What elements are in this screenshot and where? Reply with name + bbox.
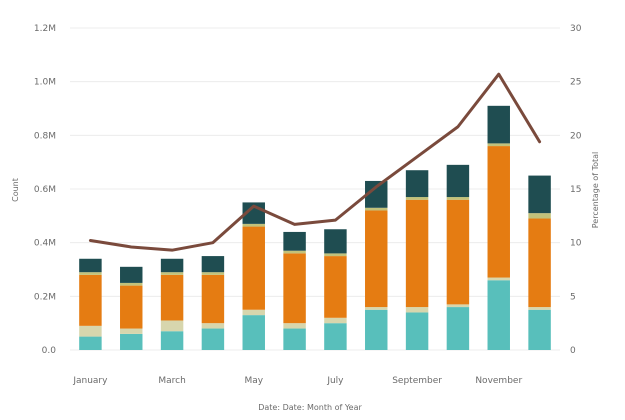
bar-segment bbox=[446, 164, 470, 198]
gridlines bbox=[70, 27, 560, 351]
bar-segment bbox=[283, 253, 306, 324]
bar-segment bbox=[324, 256, 347, 318]
bar-segment bbox=[160, 258, 184, 273]
bar-segment bbox=[120, 285, 143, 329]
x-tick-label: July bbox=[326, 376, 344, 386]
bar-segment bbox=[160, 274, 184, 321]
bar-segment bbox=[120, 282, 143, 286]
bar-segment bbox=[324, 229, 347, 254]
x-tick-label: March bbox=[158, 376, 185, 386]
y-tick-label-right: 5 bbox=[570, 292, 576, 302]
y-axis-title-right: Percentage of Total bbox=[591, 152, 600, 228]
bar-segment bbox=[446, 199, 470, 305]
bar-segment bbox=[405, 312, 429, 350]
y-tick-label-left: 1.2M bbox=[34, 24, 56, 34]
bar-segment bbox=[324, 253, 347, 257]
bar-segment bbox=[365, 309, 388, 350]
percentage-line bbox=[88, 72, 542, 252]
bar-segment bbox=[365, 207, 388, 211]
bar-segment bbox=[283, 323, 306, 329]
bar-segment bbox=[487, 277, 510, 281]
y-tick-label-right: 0 bbox=[570, 346, 576, 356]
bar-segment bbox=[446, 304, 470, 308]
bar-segment bbox=[487, 146, 510, 278]
bar-segment bbox=[324, 323, 347, 350]
bar-segment bbox=[528, 175, 551, 214]
y-axis-left: 0.0 0.2M 0.4M 0.6M 0.8M 1.0M 1.2M bbox=[34, 24, 56, 356]
bar-segment bbox=[201, 328, 225, 350]
bar-segment bbox=[242, 226, 265, 310]
x-tick-label: September bbox=[392, 376, 442, 386]
bar-segment bbox=[79, 274, 102, 326]
bar-segment bbox=[446, 307, 470, 350]
bar-segment bbox=[160, 331, 184, 350]
bar-segment bbox=[201, 274, 225, 324]
x-axis: January March May July September November bbox=[72, 376, 522, 386]
bar-segment bbox=[405, 307, 429, 313]
bar-segment bbox=[201, 256, 225, 273]
y-tick-label-right: 15 bbox=[570, 185, 581, 195]
bar-segment bbox=[283, 231, 306, 251]
bar-segment bbox=[487, 143, 510, 147]
stacked-bars bbox=[79, 105, 551, 350]
bar-segment bbox=[405, 199, 429, 308]
y-axis-title-left: Count bbox=[11, 178, 20, 202]
bar-segment bbox=[324, 317, 347, 324]
bar-segment bbox=[120, 333, 143, 350]
bar-segment bbox=[242, 309, 265, 316]
y-tick-label-right: 10 bbox=[570, 239, 582, 249]
bar-segment bbox=[365, 210, 388, 308]
y-tick-label-left: 0.6M bbox=[34, 185, 56, 195]
bar-segment bbox=[528, 307, 551, 310]
bar-segment bbox=[446, 197, 470, 200]
y-tick-label-right: 30 bbox=[570, 24, 582, 34]
line-series bbox=[88, 72, 542, 252]
bar-segment bbox=[242, 223, 265, 227]
x-tick-label: January bbox=[72, 376, 108, 386]
bar-segment bbox=[365, 180, 388, 208]
bar-segment bbox=[79, 258, 102, 273]
bar-segment bbox=[405, 170, 429, 198]
bar-segment bbox=[79, 272, 102, 275]
y-tick-label-right: 20 bbox=[570, 131, 582, 141]
bar-segment bbox=[487, 105, 510, 144]
bar-segment bbox=[283, 328, 306, 350]
y-tick-label-left: 1.0M bbox=[34, 78, 56, 88]
bar-segment bbox=[405, 197, 429, 200]
bar-segment bbox=[160, 272, 184, 275]
bar-segment bbox=[487, 280, 510, 350]
bar-segment bbox=[120, 266, 143, 283]
y-tick-label-left: 0.8M bbox=[34, 131, 56, 141]
bar-segment bbox=[79, 325, 102, 337]
x-axis-title: Date: Date: Month of Year bbox=[258, 403, 362, 412]
bar-segment bbox=[365, 307, 388, 310]
bar-segment bbox=[242, 315, 265, 350]
y-tick-label-left: 0.0 bbox=[42, 346, 57, 356]
y-axis-right: 0 5 10 15 20 25 30 bbox=[570, 24, 582, 356]
bar-segment bbox=[201, 323, 225, 329]
bar-segment bbox=[528, 218, 551, 308]
x-tick-label: November bbox=[475, 376, 522, 386]
bar-segment bbox=[120, 328, 143, 334]
bar-segment bbox=[283, 250, 306, 254]
y-tick-label-left: 0.2M bbox=[34, 292, 56, 302]
bar-segment bbox=[201, 272, 225, 275]
bar-segment bbox=[528, 213, 551, 219]
y-tick-label-left: 0.4M bbox=[34, 239, 56, 249]
x-tick-label: May bbox=[244, 376, 263, 386]
bar-segment bbox=[79, 336, 102, 350]
y-tick-label-right: 25 bbox=[570, 78, 581, 88]
bar-segment bbox=[528, 309, 551, 350]
bar-segment bbox=[160, 320, 184, 332]
